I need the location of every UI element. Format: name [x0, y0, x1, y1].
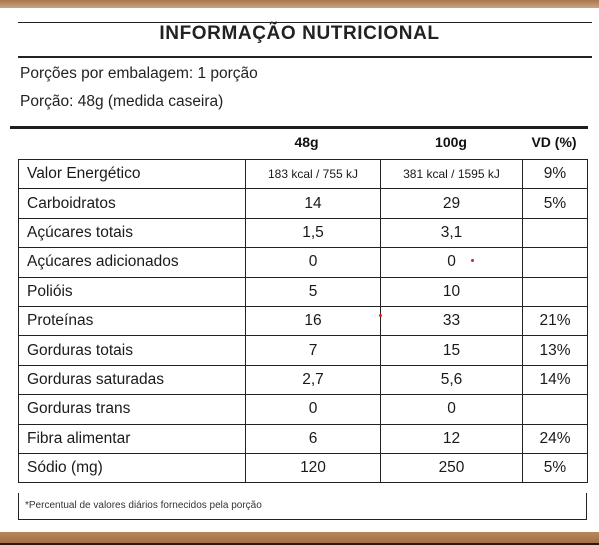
value-vd: 13%	[522, 335, 588, 366]
value-per-serving: 183 kcal / 755 kJ	[245, 158, 381, 190]
table-row: Sódio (mg) 120 250 5%	[18, 452, 588, 484]
value-vd: 14%	[522, 364, 588, 396]
value-per-serving: 2,7	[245, 364, 381, 396]
value-per-serving: 0	[245, 394, 381, 425]
nutrient-name: Fibra alimentar	[18, 423, 246, 454]
value-per-serving: 5	[245, 276, 381, 307]
value-per-100g: 250	[380, 452, 523, 484]
label-frame-top	[0, 0, 599, 8]
table-row: Proteínas 16 33 21%	[18, 305, 588, 337]
value-vd: 9%	[522, 158, 588, 190]
value-per-100g: 0	[380, 247, 523, 278]
value-vd	[522, 276, 588, 307]
value-per-100g: 0	[380, 394, 523, 425]
value-vd: 21%	[522, 305, 588, 337]
value-vd	[522, 217, 588, 249]
value-vd	[522, 394, 588, 425]
value-per-100g: 29	[380, 188, 523, 219]
value-per-100g: 15	[380, 335, 523, 366]
table-row: Valor Energético 183 kcal / 755 kJ 381 k…	[18, 158, 588, 190]
value-per-serving: 16	[245, 305, 381, 337]
title-bottom-rule	[18, 56, 592, 58]
nutrient-name: Valor Energético	[18, 158, 246, 190]
red-dot-marker	[379, 314, 382, 317]
nutrient-name: Gorduras trans	[18, 394, 246, 425]
red-dot-marker	[471, 259, 474, 262]
header-rule	[10, 126, 588, 129]
value-per-100g: 3,1	[380, 217, 523, 249]
nutrition-table: Valor Energético 183 kcal / 755 kJ 381 k…	[18, 158, 588, 484]
value-vd	[522, 247, 588, 278]
table-row: Fibra alimentar 6 12 24%	[18, 423, 588, 454]
table-row: Polióis 5 10	[18, 276, 588, 307]
value-per-serving: 14	[245, 188, 381, 219]
column-header-vd: VD (%)	[531, 134, 577, 150]
nutrient-name: Açúcares adicionados	[18, 247, 246, 278]
value-per-100g: 10	[380, 276, 523, 307]
value-vd: 5%	[522, 452, 588, 484]
nutrient-name: Carboidratos	[18, 188, 246, 219]
footnote: *Percentual de valores diários fornecido…	[18, 493, 587, 520]
table-row: Carboidratos 14 29 5%	[18, 188, 588, 219]
value-per-serving: 7	[245, 335, 381, 366]
value-per-100g: 33	[380, 305, 523, 337]
nutrient-name: Açúcares totais	[18, 217, 246, 249]
column-header-per-serving: 48g	[294, 134, 319, 150]
nutrition-facts-label: INFORMAÇÃO NUTRICIONAL Porções por embal…	[8, 8, 592, 532]
table-row: Açúcares adicionados 0 0	[18, 247, 588, 278]
nutrient-name: Polióis	[18, 276, 246, 307]
title-top-rule	[18, 22, 592, 23]
nutrient-name: Gorduras totais	[18, 335, 246, 366]
table-row: Açúcares totais 1,5 3,1	[18, 217, 588, 249]
nutrient-name: Proteínas	[18, 305, 246, 337]
nutrient-name: Sódio (mg)	[18, 452, 246, 484]
nutrient-name: Gorduras saturadas	[18, 364, 246, 396]
serving-size: Porção: 48g (medida caseira)	[20, 93, 224, 110]
value-per-serving: 1,5	[245, 217, 381, 249]
value-per-serving: 120	[245, 452, 381, 484]
label-frame-bottom	[0, 532, 599, 545]
label-title: INFORMAÇÃO NUTRICIONAL	[159, 23, 440, 44]
value-per-serving: 0	[245, 247, 381, 278]
servings-per-package: Porções por embalagem: 1 porção	[20, 65, 258, 82]
table-row: Gorduras totais 7 15 13%	[18, 335, 588, 366]
value-vd: 24%	[522, 423, 588, 454]
value-per-100g: 381 kcal / 1595 kJ	[380, 158, 523, 190]
value-per-serving: 6	[245, 423, 381, 454]
value-vd: 5%	[522, 188, 588, 219]
value-per-100g: 12	[380, 423, 523, 454]
value-per-100g: 5,6	[380, 364, 523, 396]
column-header-per-100g: 100g	[435, 134, 467, 150]
table-row: Gorduras saturadas 2,7 5,6 14%	[18, 364, 588, 396]
table-row: Gorduras trans 0 0	[18, 394, 588, 425]
